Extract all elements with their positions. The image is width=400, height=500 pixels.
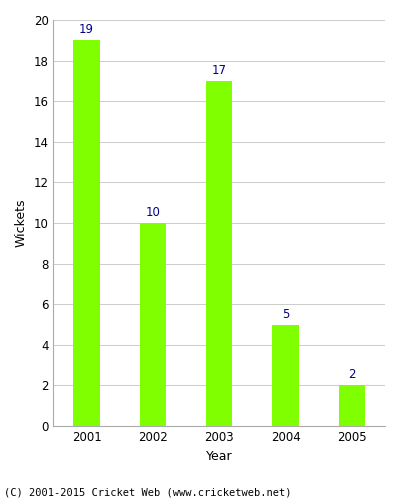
Text: 10: 10: [146, 206, 160, 219]
Text: 5: 5: [282, 308, 289, 320]
Bar: [140, 223, 166, 426]
Text: 19: 19: [79, 23, 94, 36]
Text: (C) 2001-2015 Cricket Web (www.cricketweb.net): (C) 2001-2015 Cricket Web (www.cricketwe…: [4, 488, 292, 498]
Bar: [206, 81, 232, 426]
Bar: [338, 386, 365, 426]
Text: 17: 17: [212, 64, 227, 77]
X-axis label: Year: Year: [206, 450, 232, 462]
Bar: [272, 324, 299, 426]
Y-axis label: Wickets: Wickets: [15, 199, 28, 248]
Text: 2: 2: [348, 368, 356, 382]
Bar: [73, 40, 100, 426]
